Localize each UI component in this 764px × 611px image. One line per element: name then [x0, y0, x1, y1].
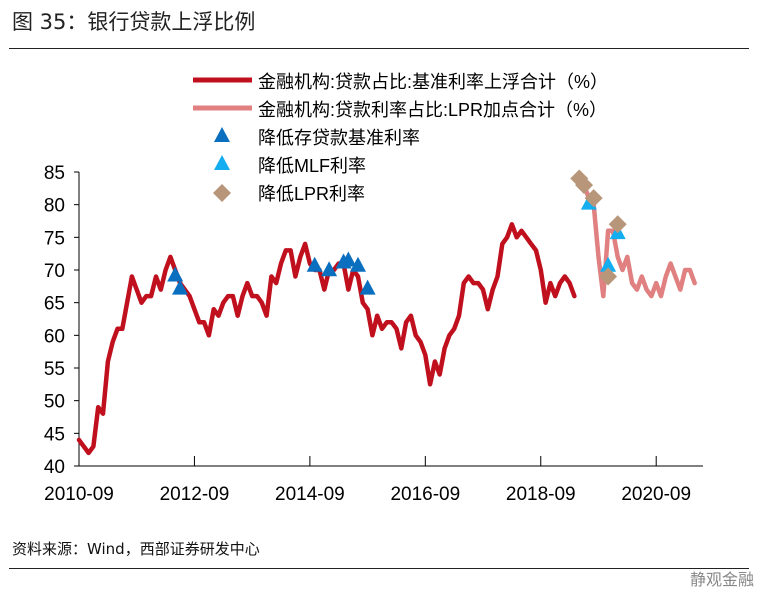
y-tick-label: 55 — [44, 359, 65, 380]
y-tick-label: 50 — [44, 392, 65, 413]
marker-1 — [167, 266, 184, 282]
marker-1 — [359, 279, 376, 295]
x-tick-label: 2014-09 — [275, 484, 345, 505]
marker-1 — [349, 256, 366, 272]
legend-marker-swatch — [214, 155, 230, 170]
y-tick-label: 70 — [44, 261, 65, 282]
marker-3 — [599, 267, 618, 286]
x-tick-label: 2010-09 — [44, 484, 114, 505]
legend-label: 降低存贷款基准利率 — [258, 128, 420, 148]
y-tick-label: 45 — [44, 424, 65, 445]
legend-label: 金融机构:贷款利率占比:LPR加点合计（%） — [258, 100, 607, 120]
marker-1 — [321, 261, 338, 277]
figure-title: 图 35：银行贷款上浮比例 — [12, 10, 256, 34]
y-tick-label: 80 — [44, 196, 65, 217]
bottom-divider — [9, 568, 749, 569]
x-tick-label: 2016-09 — [390, 484, 460, 505]
legend-label: 金融机构:贷款占比:基准利率上浮合计（%） — [258, 72, 608, 92]
legend-marker-swatch — [214, 127, 230, 142]
marker-3 — [608, 215, 627, 234]
marker-2 — [600, 256, 617, 272]
source-note: 资料来源：Wind，西部证券研发中心 — [12, 540, 260, 558]
y-tick-label: 65 — [44, 294, 65, 315]
marker-1 — [340, 251, 357, 267]
x-tick-label: 2018-09 — [506, 484, 576, 505]
marker-1 — [172, 279, 189, 295]
series-line-2 — [576, 176, 697, 299]
x-tick-label: 2020-09 — [621, 484, 691, 505]
legend-marker-swatch — [213, 184, 231, 202]
y-tick-label: 40 — [44, 457, 65, 478]
legend-label: 降低LPR利率 — [258, 184, 365, 204]
legend-label: 降低MLF利率 — [258, 156, 366, 176]
top-divider — [9, 48, 749, 49]
series-line-1 — [76, 222, 577, 456]
marker-3 — [584, 189, 603, 208]
marker-1 — [306, 256, 323, 272]
marker-3 — [575, 176, 594, 195]
y-tick-label: 85 — [44, 163, 65, 184]
y-tick-label: 75 — [44, 228, 65, 249]
watermark: 静观金融 — [689, 570, 754, 589]
x-tick-label: 2012-09 — [160, 484, 230, 505]
y-tick-label: 60 — [44, 326, 65, 347]
